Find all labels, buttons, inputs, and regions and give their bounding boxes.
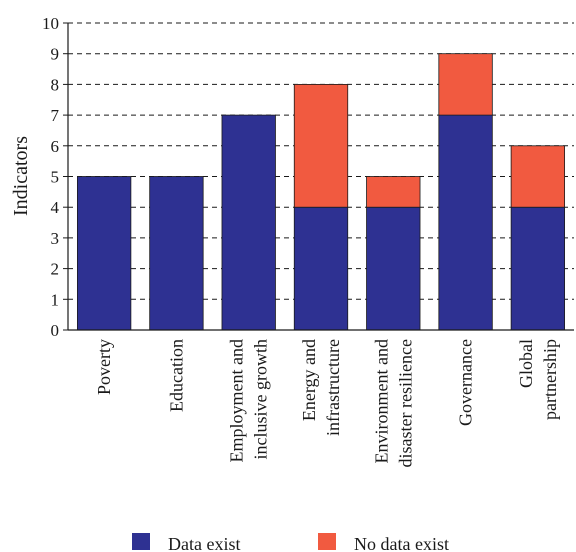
legend: Data exist No data exist — [132, 533, 449, 552]
bar-segment-data-exist — [366, 206, 421, 331]
x-category-label: Environment and — [371, 339, 391, 463]
bar-segment-no-data-exist — [510, 145, 566, 208]
y-tick-label: 0 — [51, 321, 60, 340]
y-tick-labels: 0 1 2 3 4 5 6 7 8 9 10 — [42, 14, 68, 340]
x-category-label: Energy and — [299, 339, 319, 421]
legend-swatch — [318, 533, 336, 550]
y-tick-label: 3 — [51, 229, 60, 248]
x-category-label: disaster resilience — [395, 339, 415, 467]
bars — [76, 53, 566, 331]
y-tick-label: 2 — [51, 260, 60, 279]
bar-segment-data-exist — [76, 176, 132, 331]
x-category-label: partnership — [540, 339, 560, 420]
legend-label: No data exist — [354, 534, 449, 552]
y-tick-label: 10 — [42, 14, 59, 33]
x-category-label: Governance — [456, 339, 476, 426]
y-tick-label: 5 — [51, 168, 60, 187]
y-tick-label: 7 — [51, 106, 60, 125]
x-category-label: infrastructure — [323, 339, 343, 436]
bar-segment-no-data-exist — [366, 176, 421, 208]
bar-segment-data-exist — [438, 114, 493, 331]
y-tick-label: 8 — [51, 75, 60, 94]
x-category-label: Global — [516, 339, 536, 388]
bar-segment-no-data-exist — [438, 53, 493, 116]
bar-segment-no-data-exist — [293, 84, 349, 208]
x-category-label: inclusive growth — [251, 339, 271, 459]
legend-swatch — [132, 533, 150, 550]
bar-segment-data-exist — [221, 114, 276, 331]
y-tick-label: 9 — [51, 45, 60, 64]
bar-segment-data-exist — [149, 176, 204, 331]
x-category-label: Poverty — [94, 339, 114, 395]
legend-label: Data exist — [168, 534, 240, 552]
x-tick-labels: Poverty Education Employment and inclusive … — [94, 339, 560, 467]
y-tick-label: 4 — [51, 198, 60, 217]
x-category-label: Employment and — [227, 339, 247, 462]
bar-segment-data-exist — [293, 206, 349, 331]
bar-segment-data-exist — [510, 206, 566, 331]
y-tick-label: 6 — [51, 137, 60, 156]
y-axis-label: Indicators — [10, 136, 32, 216]
x-category-label: Education — [166, 339, 186, 412]
y-tick-label: 1 — [51, 290, 60, 309]
